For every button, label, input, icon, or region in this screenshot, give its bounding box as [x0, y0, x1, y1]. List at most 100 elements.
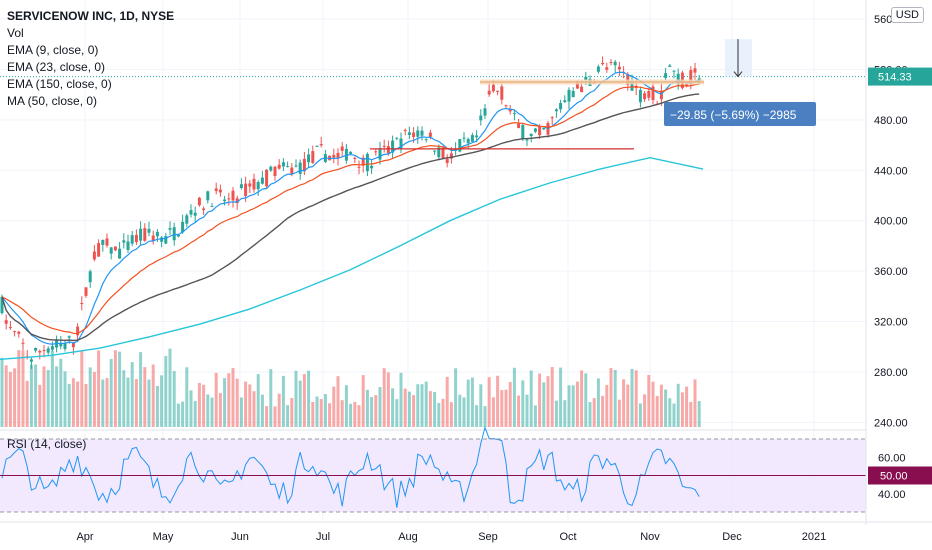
candle-body: [554, 109, 558, 112]
candle-body: [504, 105, 508, 107]
candle-body: [643, 93, 647, 100]
candle-body: [244, 183, 248, 196]
candle-body: [538, 126, 542, 136]
candle-body: [685, 84, 689, 87]
candle-body: [399, 138, 403, 149]
volume-bar: [672, 403, 676, 427]
candle-body: [164, 236, 168, 244]
volume-bar: [84, 383, 88, 427]
volume-bar: [160, 375, 164, 427]
candle-body: [420, 130, 424, 136]
volume-bar: [533, 405, 537, 427]
candle-body: [370, 165, 374, 169]
candle-body: [97, 242, 101, 257]
price-tick-label: 360.00: [874, 266, 908, 278]
time-tick-label: Aug: [398, 531, 418, 543]
volume-bar: [370, 397, 374, 427]
rsi-tick-label: 60.00: [878, 452, 906, 464]
volume-bar: [424, 381, 428, 427]
candle-body: [496, 90, 500, 92]
candle-body: [475, 135, 479, 138]
volume-bar: [437, 403, 441, 427]
currency-badge[interactable]: USD: [890, 7, 924, 23]
candle-body: [143, 228, 147, 241]
volume-bar: [613, 370, 617, 427]
volume-bar: [101, 379, 105, 427]
candle-body: [286, 166, 290, 168]
ema23-line: [1, 83, 700, 335]
volume-bar: [391, 388, 395, 427]
candle-body: [550, 117, 554, 119]
volume-bar: [38, 384, 42, 427]
candle-body: [336, 152, 340, 159]
ma50-line: [1, 93, 700, 342]
candle-body: [525, 139, 529, 141]
candle-body: [172, 227, 176, 241]
volume-bar: [336, 376, 340, 427]
volume-bar: [693, 379, 697, 427]
candle-body: [80, 303, 84, 305]
candle-body: [508, 109, 512, 112]
volume-bar: [697, 401, 701, 427]
volume-bar: [63, 371, 67, 427]
candle-body: [214, 188, 218, 192]
candle-body: [416, 130, 420, 137]
volume-bar: [248, 384, 252, 427]
candle-body: [290, 167, 294, 175]
volume-bar: [118, 351, 122, 427]
time-tick-label: Jun: [231, 531, 249, 543]
volume-bar: [307, 370, 311, 427]
volume-bar: [634, 370, 638, 427]
volume-bar: [617, 399, 621, 427]
volume-bar: [235, 378, 239, 427]
candle-body: [63, 343, 67, 350]
volume-bar: [239, 397, 243, 427]
candle-body: [50, 346, 54, 350]
candle-body: [693, 68, 697, 73]
candle-body: [500, 86, 504, 100]
candle-body: [109, 247, 113, 254]
volume-bar: [445, 376, 449, 427]
candle-body: [601, 62, 605, 65]
candle-body: [349, 151, 353, 154]
price-tick-label: 280.00: [874, 367, 908, 379]
candle-body: [676, 73, 680, 85]
volume-bar: [223, 378, 227, 427]
volume-bar: [231, 367, 235, 427]
candle-body: [613, 61, 617, 66]
rsi-legend[interactable]: RSI (14, close): [7, 437, 87, 451]
volume-bar: [260, 394, 264, 427]
indicator-lines: [0, 71, 704, 361]
candle-body: [391, 140, 395, 153]
volume-bar: [412, 395, 416, 427]
candle-body: [130, 235, 134, 244]
candle-body: [84, 287, 88, 296]
volume-bar: [210, 397, 214, 427]
candle-body: [139, 228, 143, 241]
volume-bar: [365, 389, 369, 427]
candle-body: [361, 157, 365, 166]
time-tick-label: Oct: [559, 531, 576, 543]
candle-body: [202, 208, 206, 211]
price-tick-label: 400.00: [874, 216, 908, 228]
volume-bar: [164, 356, 168, 427]
time-tick-label: May: [153, 531, 174, 543]
candle-body: [105, 238, 109, 246]
volume-bar: [378, 387, 382, 427]
candle-body: [487, 90, 491, 95]
candle-body: [479, 115, 483, 121]
candle-body: [563, 100, 567, 103]
candle-body: [227, 198, 231, 200]
candle-body: [298, 162, 302, 174]
candle-body: [92, 251, 96, 260]
volume-bar: [302, 374, 306, 427]
volume-bar: [168, 348, 172, 427]
volume-bar: [151, 364, 155, 427]
volume-bar: [508, 382, 512, 427]
chart-grid: [0, 0, 866, 520]
volume-bar: [676, 383, 680, 427]
candle-body: [67, 336, 71, 338]
volume-bar: [281, 375, 285, 427]
